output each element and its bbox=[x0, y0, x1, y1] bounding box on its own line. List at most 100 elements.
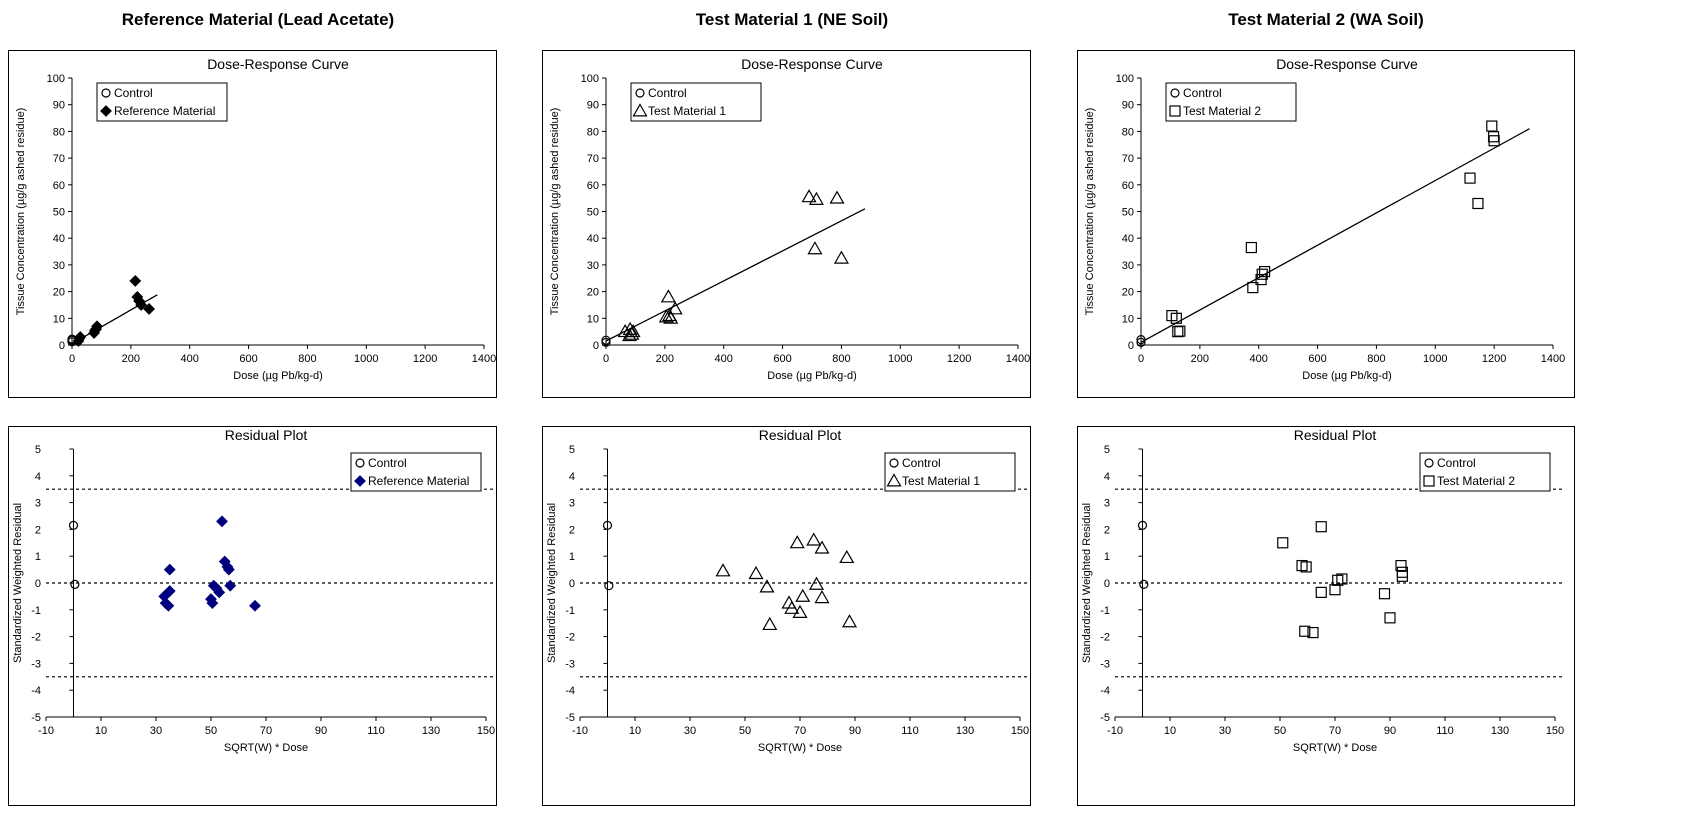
y-tick-label: 70 bbox=[587, 153, 599, 165]
data-point bbox=[1245, 241, 1257, 254]
data-point bbox=[222, 563, 235, 576]
y-tick-label: -3 bbox=[565, 658, 575, 670]
x-axis-label: Dose (µg Pb/kg-d) bbox=[1302, 370, 1391, 382]
legend-marker-series bbox=[1169, 105, 1181, 117]
y-tick-label: 5 bbox=[1104, 444, 1110, 456]
x-tick-label: 30 bbox=[684, 725, 696, 737]
y-tick-label: 1 bbox=[569, 551, 575, 563]
legend-marker-control bbox=[355, 458, 365, 468]
y-tick-label: -5 bbox=[565, 712, 575, 724]
y-tick-label: 80 bbox=[1122, 126, 1134, 138]
y-tick-label: 20 bbox=[53, 287, 65, 299]
data-point bbox=[216, 515, 228, 528]
dose-response-chart-2: Dose-Response Curve 0 10 20 30 40 50 60 70 80 90 10… bbox=[1077, 50, 1575, 398]
x-tick-label: 10 bbox=[95, 725, 107, 737]
legend-entry: Test Material 2 bbox=[1437, 474, 1515, 488]
y-tick-label: 60 bbox=[587, 180, 599, 192]
x-tick-label: -10 bbox=[572, 725, 588, 737]
data-point bbox=[1170, 312, 1182, 324]
legend: Control Test Material 1 bbox=[630, 82, 762, 122]
dose-response-svg-2: Dose-Response Curve 0 10 20 30 40 50 60 70 80 90 10… bbox=[1084, 56, 1565, 382]
data-point bbox=[1307, 626, 1319, 639]
chart-title: Residual Plot bbox=[1294, 427, 1377, 443]
data-point bbox=[129, 275, 142, 287]
x-axis-label: Dose (µg Pb/kg-d) bbox=[233, 370, 322, 382]
y-tick-label: 2 bbox=[569, 524, 575, 536]
x-tick-label: 110 bbox=[1436, 725, 1454, 737]
data-point bbox=[784, 600, 800, 614]
x-tick-label: 130 bbox=[422, 725, 440, 737]
dose-response-svg-0: Dose-Response Curve 0 10 20 30 40 50 60 70 80 90 10… bbox=[15, 56, 496, 382]
data-point bbox=[1472, 197, 1484, 210]
y-tick-label: 30 bbox=[587, 260, 599, 272]
data-point bbox=[1486, 120, 1498, 132]
data-point bbox=[1332, 574, 1344, 586]
data-point bbox=[663, 310, 679, 324]
x-tick-label: 600 bbox=[239, 353, 257, 365]
data-point bbox=[1174, 325, 1186, 337]
y-tick-label: 90 bbox=[587, 100, 599, 112]
data-point bbox=[135, 299, 148, 311]
y-tick-label: 40 bbox=[587, 233, 599, 245]
y-axis-label: Standardized Weighted Residual bbox=[1081, 503, 1093, 663]
chart-title: Residual Plot bbox=[225, 427, 308, 443]
y-tick-label: -2 bbox=[31, 632, 41, 644]
y-tick-label: 0 bbox=[593, 340, 599, 352]
data-point bbox=[224, 579, 237, 592]
x-tick-label: 1200 bbox=[1482, 353, 1506, 365]
x-tick-label: 90 bbox=[315, 725, 327, 737]
legend-marker-control bbox=[635, 88, 645, 98]
x-tick-label: 400 bbox=[1250, 353, 1268, 365]
data-point bbox=[839, 549, 855, 564]
x-tick-label: -10 bbox=[1107, 725, 1123, 737]
x-tick-label: 600 bbox=[773, 353, 791, 365]
x-tick-label: 50 bbox=[1274, 725, 1286, 737]
x-tick-label: 0 bbox=[69, 353, 75, 365]
y-tick-label: -3 bbox=[1100, 658, 1110, 670]
col-title-1: Test Material 1 (NE Soil) bbox=[695, 10, 889, 29]
y-tick-label: 0 bbox=[1104, 578, 1110, 590]
x-tick-label: 1000 bbox=[354, 353, 378, 365]
y-tick-label: 1 bbox=[1104, 551, 1110, 563]
y-tick-label: 40 bbox=[1122, 233, 1134, 245]
y-tick-label: 10 bbox=[587, 313, 599, 325]
data-point bbox=[163, 563, 176, 576]
y-tick-label: 2 bbox=[35, 524, 41, 536]
y-axis-label: Tissue Concentration (µg/g ashed residue… bbox=[15, 108, 27, 316]
y-tick-label: 60 bbox=[53, 180, 65, 192]
data-point bbox=[625, 323, 641, 338]
y-tick-label: 30 bbox=[1122, 260, 1134, 272]
legend: Control Reference Material bbox=[350, 452, 482, 492]
y-axis-label: Standardized Weighted Residual bbox=[12, 503, 24, 663]
dose-response-svg-1: Dose-Response Curve 0 10 20 30 40 50 60 70 80 90 10… bbox=[549, 56, 1030, 382]
x-tick-label: 90 bbox=[849, 725, 861, 737]
x-tick-label: 1400 bbox=[1541, 353, 1565, 365]
x-tick-label: 800 bbox=[1367, 353, 1385, 365]
y-tick-label: -4 bbox=[1100, 685, 1110, 697]
x-tick-label: 70 bbox=[794, 725, 806, 737]
data-point bbox=[789, 535, 805, 549]
data-point bbox=[807, 241, 823, 255]
legend-entry: Reference Material bbox=[368, 474, 469, 488]
y-tick-label: -3 bbox=[31, 658, 41, 670]
y-tick-label: 20 bbox=[587, 287, 599, 299]
data-point bbox=[715, 563, 731, 577]
residual-chart-2: Residual Plot -5 -4 -3 -2 -1 0 1 2 3 4 5 -10 10 30 50 70… bbox=[1077, 426, 1575, 806]
data-point bbox=[1259, 265, 1271, 278]
data-point bbox=[1396, 570, 1408, 582]
dose-response-chart-0: Dose-Response Curve 0 10 20 30 40 50 60 70 80 90 10… bbox=[8, 50, 497, 398]
data-point bbox=[206, 597, 219, 610]
x-tick-label: 150 bbox=[477, 725, 495, 737]
y-tick-label: -1 bbox=[1100, 605, 1110, 617]
data-point bbox=[806, 532, 822, 546]
data-point bbox=[1336, 573, 1348, 585]
chart-title: Dose-Response Curve bbox=[1276, 56, 1418, 72]
data-point bbox=[658, 309, 674, 323]
y-tick-label: -2 bbox=[1100, 632, 1110, 644]
x-tick-label: 1200 bbox=[413, 353, 437, 365]
x-tick-label: 200 bbox=[122, 353, 140, 365]
data-point bbox=[1329, 584, 1341, 596]
data-point bbox=[1277, 537, 1289, 549]
data-point bbox=[814, 540, 830, 554]
